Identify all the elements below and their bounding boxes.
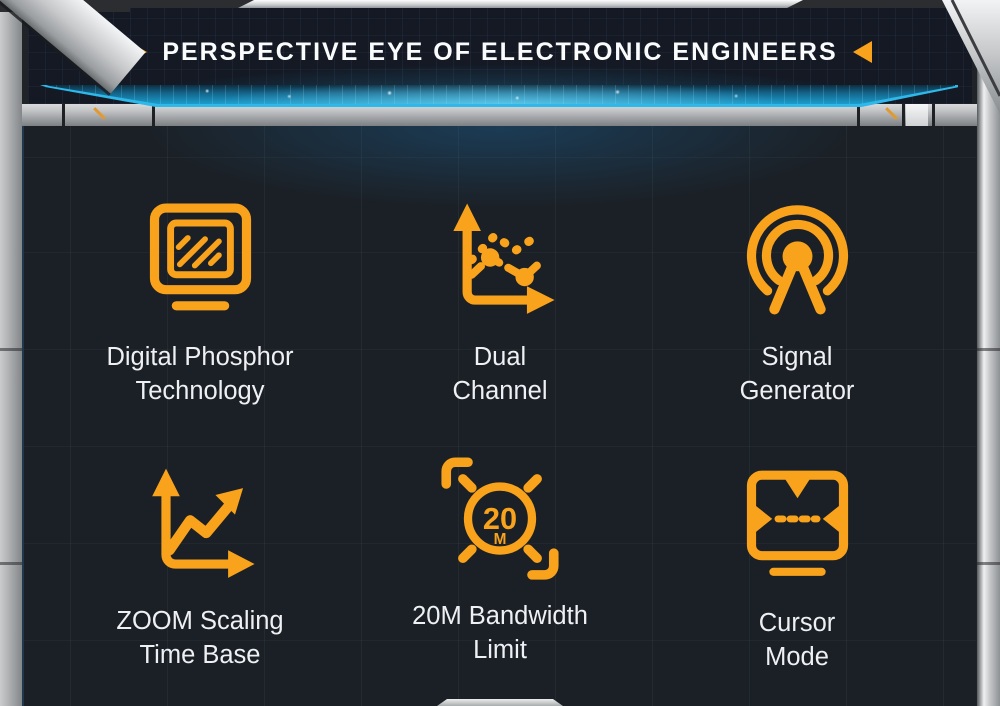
bottom-metal-notch bbox=[437, 699, 563, 706]
metal-frame-right bbox=[977, 0, 1000, 706]
feature-label-line1: 20M Bandwidth bbox=[412, 602, 588, 630]
rising-trend-chart-icon bbox=[50, 460, 350, 582]
feature-label-line1: ZOOM Scaling bbox=[116, 607, 284, 635]
header-title-row: PERSPECTIVE EYE OF ELECTRONIC ENGINEERS bbox=[0, 38, 1000, 66]
frame-seam bbox=[977, 562, 1000, 565]
feature-label: Digital Phosphor Technology bbox=[50, 340, 350, 408]
badge-value: 20 bbox=[483, 501, 517, 536]
feature-dual-channel: Dual Channel bbox=[350, 196, 650, 408]
feature-cursor-mode: Cursor Mode bbox=[647, 462, 947, 674]
band-separator bbox=[152, 104, 155, 126]
dual-waveform-chart-icon bbox=[350, 196, 650, 318]
feature-label: Dual Channel bbox=[350, 340, 650, 408]
band-separator bbox=[902, 104, 905, 126]
feature-digital-phosphor: Digital Phosphor Technology bbox=[50, 196, 350, 408]
left-triangle-icon bbox=[852, 41, 872, 63]
frame-seam bbox=[0, 348, 22, 351]
cursor-screen-icon bbox=[647, 462, 947, 584]
band-separator bbox=[932, 104, 935, 126]
feature-signal-generator: Signal Generator bbox=[647, 196, 947, 408]
antenna-broadcast-icon bbox=[647, 196, 947, 318]
feature-label: Cursor Mode bbox=[647, 606, 947, 674]
metal-divider-band bbox=[0, 104, 1000, 126]
feature-label-line2: Channel bbox=[452, 377, 548, 405]
header-banner bbox=[28, 2, 972, 106]
band-separator bbox=[62, 104, 65, 126]
cyan-glow-fill bbox=[43, 85, 955, 104]
feature-label-line2: Time Base bbox=[139, 641, 261, 669]
feature-label-line2: Generator bbox=[739, 377, 855, 405]
band-separator bbox=[857, 104, 860, 126]
content-panel bbox=[22, 126, 976, 706]
cyan-glow-strip bbox=[40, 85, 958, 107]
feature-label-line1: Signal bbox=[761, 343, 833, 371]
page-title: PERSPECTIVE EYE OF ELECTRONIC ENGINEERS bbox=[162, 38, 838, 66]
feature-label-line2: Limit bbox=[473, 636, 527, 664]
frame-seam bbox=[977, 348, 1000, 351]
bandwidth-20m-focus-icon: 20 M bbox=[350, 455, 650, 580]
feature-label-line1: Digital Phosphor bbox=[106, 343, 294, 371]
feature-label-line2: Technology bbox=[135, 377, 265, 405]
feature-zoom-scaling: ZOOM Scaling Time Base bbox=[50, 460, 350, 672]
feature-bandwidth-limit: 20 M 20M Bandwidth Limit bbox=[350, 455, 650, 667]
frame-seam bbox=[0, 562, 22, 565]
feature-label-line1: Cursor bbox=[758, 609, 836, 637]
monitor-screen-icon bbox=[50, 196, 350, 318]
feature-label: ZOOM Scaling Time Base bbox=[50, 604, 350, 672]
orange-accent-dash bbox=[93, 107, 106, 120]
badge-unit: M bbox=[494, 531, 507, 548]
metal-corner-top-right bbox=[942, 0, 1000, 114]
feature-label-line2: Mode bbox=[765, 643, 829, 671]
band-highlight bbox=[906, 104, 928, 126]
feature-label: 20M Bandwidth Limit bbox=[350, 599, 650, 667]
feature-label: Signal Generator bbox=[647, 340, 947, 408]
top-frame-highlight bbox=[238, 0, 803, 8]
feature-label-line1: Dual bbox=[473, 343, 527, 371]
metal-frame-left bbox=[0, 0, 22, 706]
orange-accent-dash bbox=[885, 107, 898, 120]
